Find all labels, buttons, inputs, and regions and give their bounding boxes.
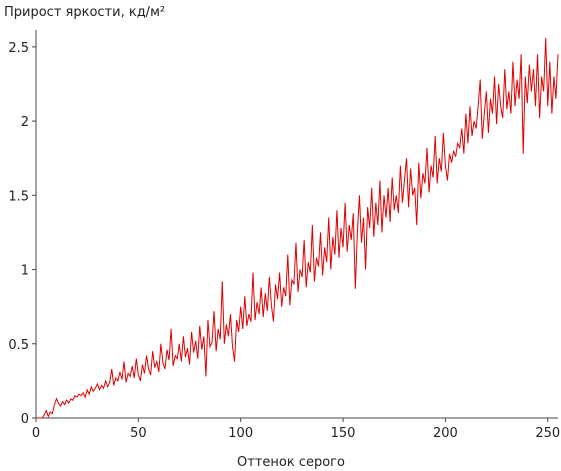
- x-tick-label: 200: [433, 426, 458, 441]
- y-tick-label: 0.5: [8, 338, 29, 353]
- data-line: [38, 37, 559, 419]
- y-tick-label: 1.5: [8, 189, 29, 204]
- y-tick-label: 1: [21, 264, 29, 279]
- x-tick-label: 50: [130, 426, 147, 441]
- y-tick-label: 0: [21, 412, 29, 427]
- x-axis-label: Оттенок серого: [237, 455, 345, 470]
- y-tick-label: 2: [21, 115, 29, 130]
- x-tick-label: 0: [32, 426, 40, 441]
- x-tick-label: 250: [535, 426, 560, 441]
- x-tick-label: 150: [331, 426, 356, 441]
- chart-title: Прирост яркости, кд/м²: [4, 5, 165, 20]
- y-tick-label: 2.5: [8, 41, 29, 56]
- x-tick-label: 100: [228, 426, 253, 441]
